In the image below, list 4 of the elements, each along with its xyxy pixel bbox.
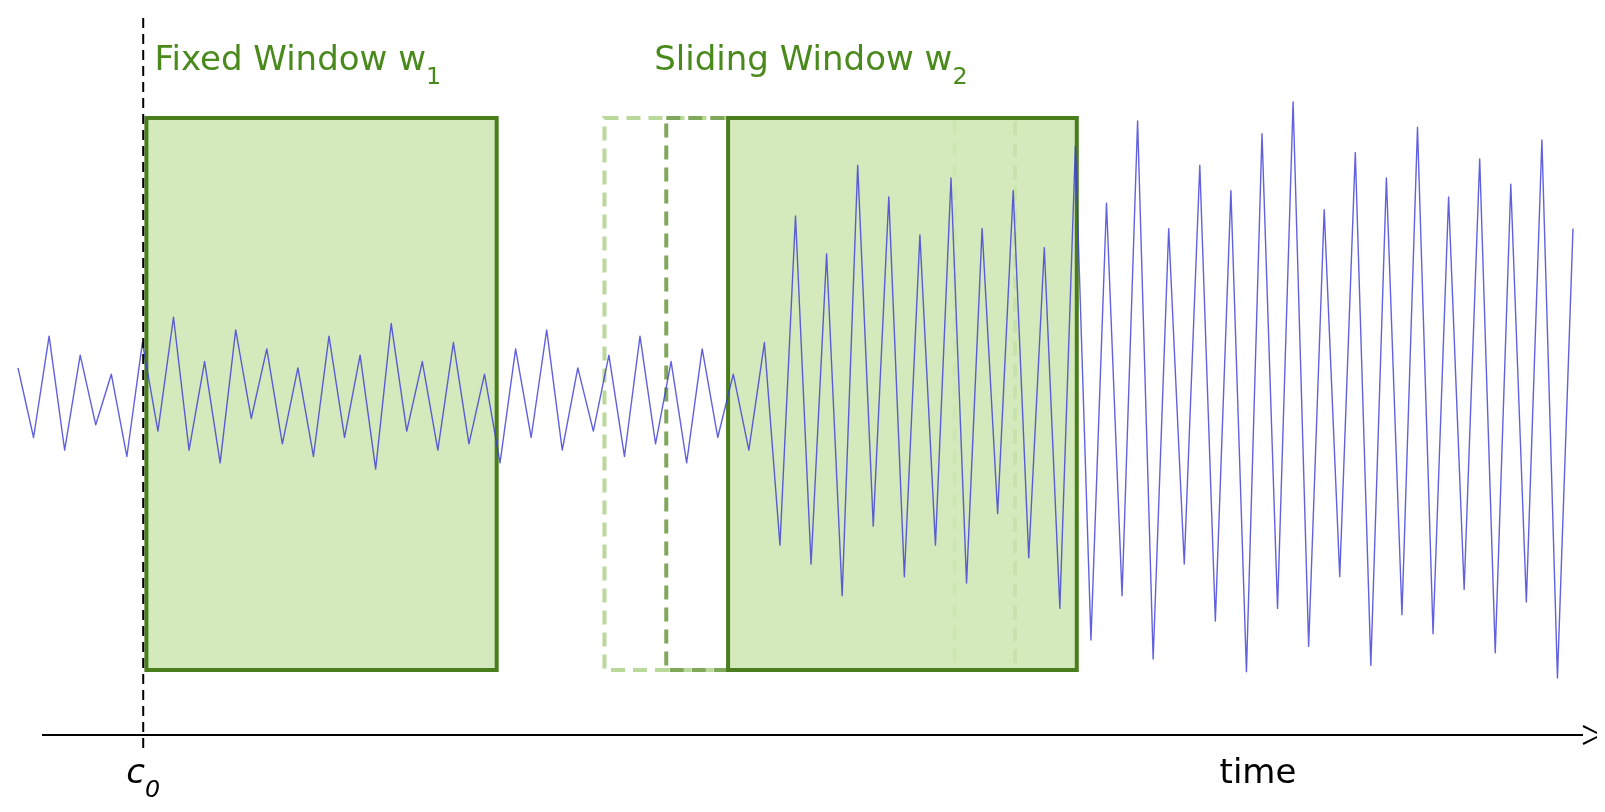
text: Fixed Window w$_{1}$	[154, 38, 442, 90]
x-axis-title: time	[1219, 751, 1297, 791]
text: c$_{0}$	[126, 751, 161, 803]
text: Sliding Window w$_{2}$	[654, 38, 968, 90]
